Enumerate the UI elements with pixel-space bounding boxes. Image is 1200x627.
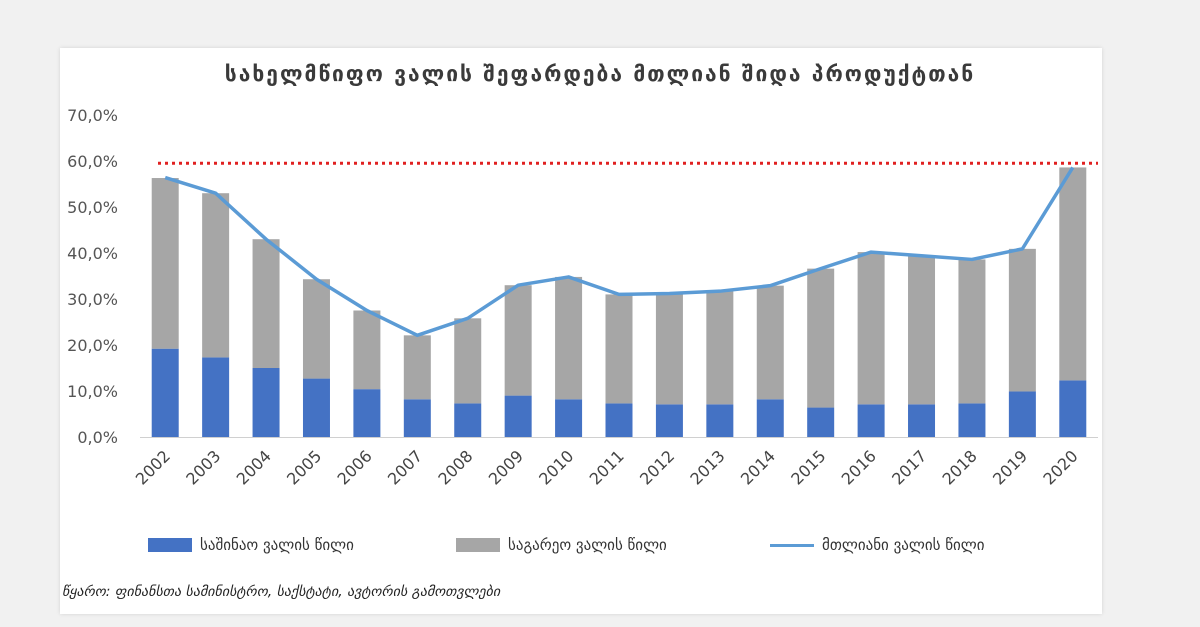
bar-domestic-2018	[958, 403, 986, 437]
bar-domestic-2017	[908, 404, 936, 437]
bar-domestic-2003	[202, 357, 230, 437]
y-tick-label: 50,0%	[67, 198, 118, 217]
x-tick-label: 2007	[384, 446, 426, 488]
legend-item-domestic: საშინაო ვალის წილი	[148, 536, 354, 554]
chart-title: სახელმწიფო ვალის შეფარდება მთლიან შიდა პ…	[224, 62, 976, 86]
x-tick-label: 2015	[787, 446, 829, 488]
bar-external-2006	[353, 310, 381, 390]
x-tick-label: 2002	[132, 446, 174, 488]
bar-external-2012	[655, 293, 683, 405]
bar-external-2007	[403, 335, 431, 400]
bar-domestic-2013	[706, 404, 734, 437]
bar-external-2020	[1059, 167, 1087, 381]
x-tick-label: 2013	[686, 446, 728, 488]
bar-external-2011	[605, 294, 633, 404]
y-tick-label: 30,0%	[67, 290, 118, 309]
x-tick-label: 2017	[888, 446, 930, 488]
bar-external-2004	[252, 239, 280, 368]
bar-external-2015	[807, 268, 835, 408]
bar-external-2016	[857, 252, 885, 405]
y-tick-label: 70,0%	[67, 106, 118, 125]
bar-domestic-2005	[302, 378, 330, 437]
bar-external-2014	[756, 285, 784, 400]
bar-domestic-2010	[555, 399, 583, 437]
legend-label-external: საგარეო ვალის წილი	[508, 536, 667, 554]
x-tick-label: 2009	[485, 446, 527, 488]
x-tick-label: 2005	[283, 446, 325, 488]
x-tick-label: 2020	[1039, 446, 1081, 488]
y-tick-label: 0,0%	[77, 428, 118, 447]
bar-domestic-2006	[353, 389, 381, 437]
x-tick-label: 2010	[535, 446, 577, 488]
bar-external-2013	[706, 291, 734, 405]
bar-domestic-2004	[252, 368, 280, 437]
bar-domestic-2012	[655, 404, 683, 437]
legend: საშინაო ვალის წილი საგარეო ვალის წილი მთ…	[0, 536, 1200, 560]
legend-swatch-total	[770, 543, 814, 547]
bar-external-2005	[302, 279, 330, 379]
bar-external-2008	[454, 318, 482, 404]
bar-domestic-2014	[756, 399, 784, 437]
bar-external-2009	[504, 285, 532, 396]
bar-external-2002	[151, 178, 179, 349]
bar-domestic-2015	[807, 407, 835, 437]
x-tick-label: 2008	[434, 446, 476, 488]
x-tick-label: 2006	[333, 446, 375, 488]
y-tick-label: 10,0%	[67, 382, 118, 401]
x-tick-label: 2011	[586, 446, 628, 488]
legend-label-domestic: საშინაო ვალის წილი	[200, 536, 354, 554]
source-note: წყარო: ფინანსთა სამინისტრო, საქსტატი, ავ…	[62, 584, 501, 600]
x-tick-label: 2014	[737, 446, 779, 488]
bar-external-2003	[202, 193, 230, 358]
legend-swatch-domestic	[148, 538, 192, 552]
y-tick-label: 40,0%	[67, 244, 118, 263]
y-tick-label: 60,0%	[67, 152, 118, 171]
x-tick-label: 2004	[233, 446, 275, 488]
y-tick-label: 20,0%	[67, 336, 118, 355]
bar-domestic-2009	[504, 395, 532, 437]
x-tick-label: 2003	[182, 446, 224, 488]
bar-domestic-2016	[857, 404, 885, 437]
bar-external-2010	[555, 276, 583, 400]
bar-domestic-2020	[1059, 380, 1087, 437]
legend-item-external: საგარეო ვალის წილი	[456, 536, 667, 554]
bar-domestic-2019	[1008, 391, 1036, 437]
legend-label-total: მთლიანი ვალის წილი	[822, 536, 985, 554]
bar-domestic-2011	[605, 403, 633, 437]
legend-item-total: მთლიანი ვალის წილი	[770, 536, 984, 554]
legend-swatch-external	[456, 538, 500, 552]
bar-domestic-2007	[403, 399, 431, 437]
x-tick-label: 2019	[989, 446, 1031, 488]
x-tick-label: 2018	[939, 446, 981, 488]
x-tick-label: 2016	[838, 446, 880, 488]
bar-external-2019	[1008, 248, 1036, 392]
bar-domestic-2008	[454, 403, 482, 437]
bar-domestic-2002	[151, 348, 179, 437]
bar-external-2017	[908, 255, 936, 405]
bar-external-2018	[958, 259, 986, 404]
x-tick-label: 2012	[636, 446, 678, 488]
